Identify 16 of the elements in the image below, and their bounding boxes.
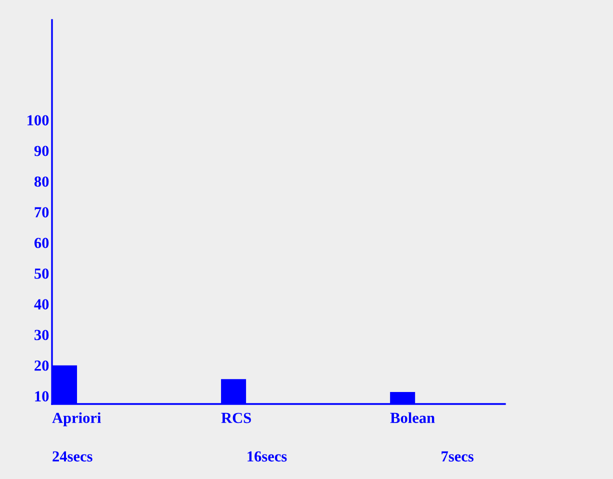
y-tick-label: 80 bbox=[34, 176, 49, 187]
x-tick-label: RCS bbox=[221, 412, 251, 424]
y-tick-label: 20 bbox=[34, 360, 49, 371]
y-tick-label: 100 bbox=[28, 115, 49, 126]
text: 16secs bbox=[248, 451, 287, 462]
y-tick-label: 50 bbox=[34, 268, 49, 279]
y-tick-label: 40 bbox=[34, 299, 49, 310]
x-tick-label: Bolean bbox=[390, 412, 435, 424]
text: 24secs bbox=[52, 451, 92, 462]
y-tick-label: 90 bbox=[34, 146, 49, 156]
y-tick-label: 60 bbox=[34, 238, 49, 248]
y-tick-label: 10 bbox=[35, 391, 49, 402]
y-tick-label: 70 bbox=[34, 207, 49, 218]
text: 7secs bbox=[442, 451, 474, 462]
x-tick-label: Apriori bbox=[52, 412, 101, 426]
y-tick-label: 30 bbox=[34, 330, 49, 340]
